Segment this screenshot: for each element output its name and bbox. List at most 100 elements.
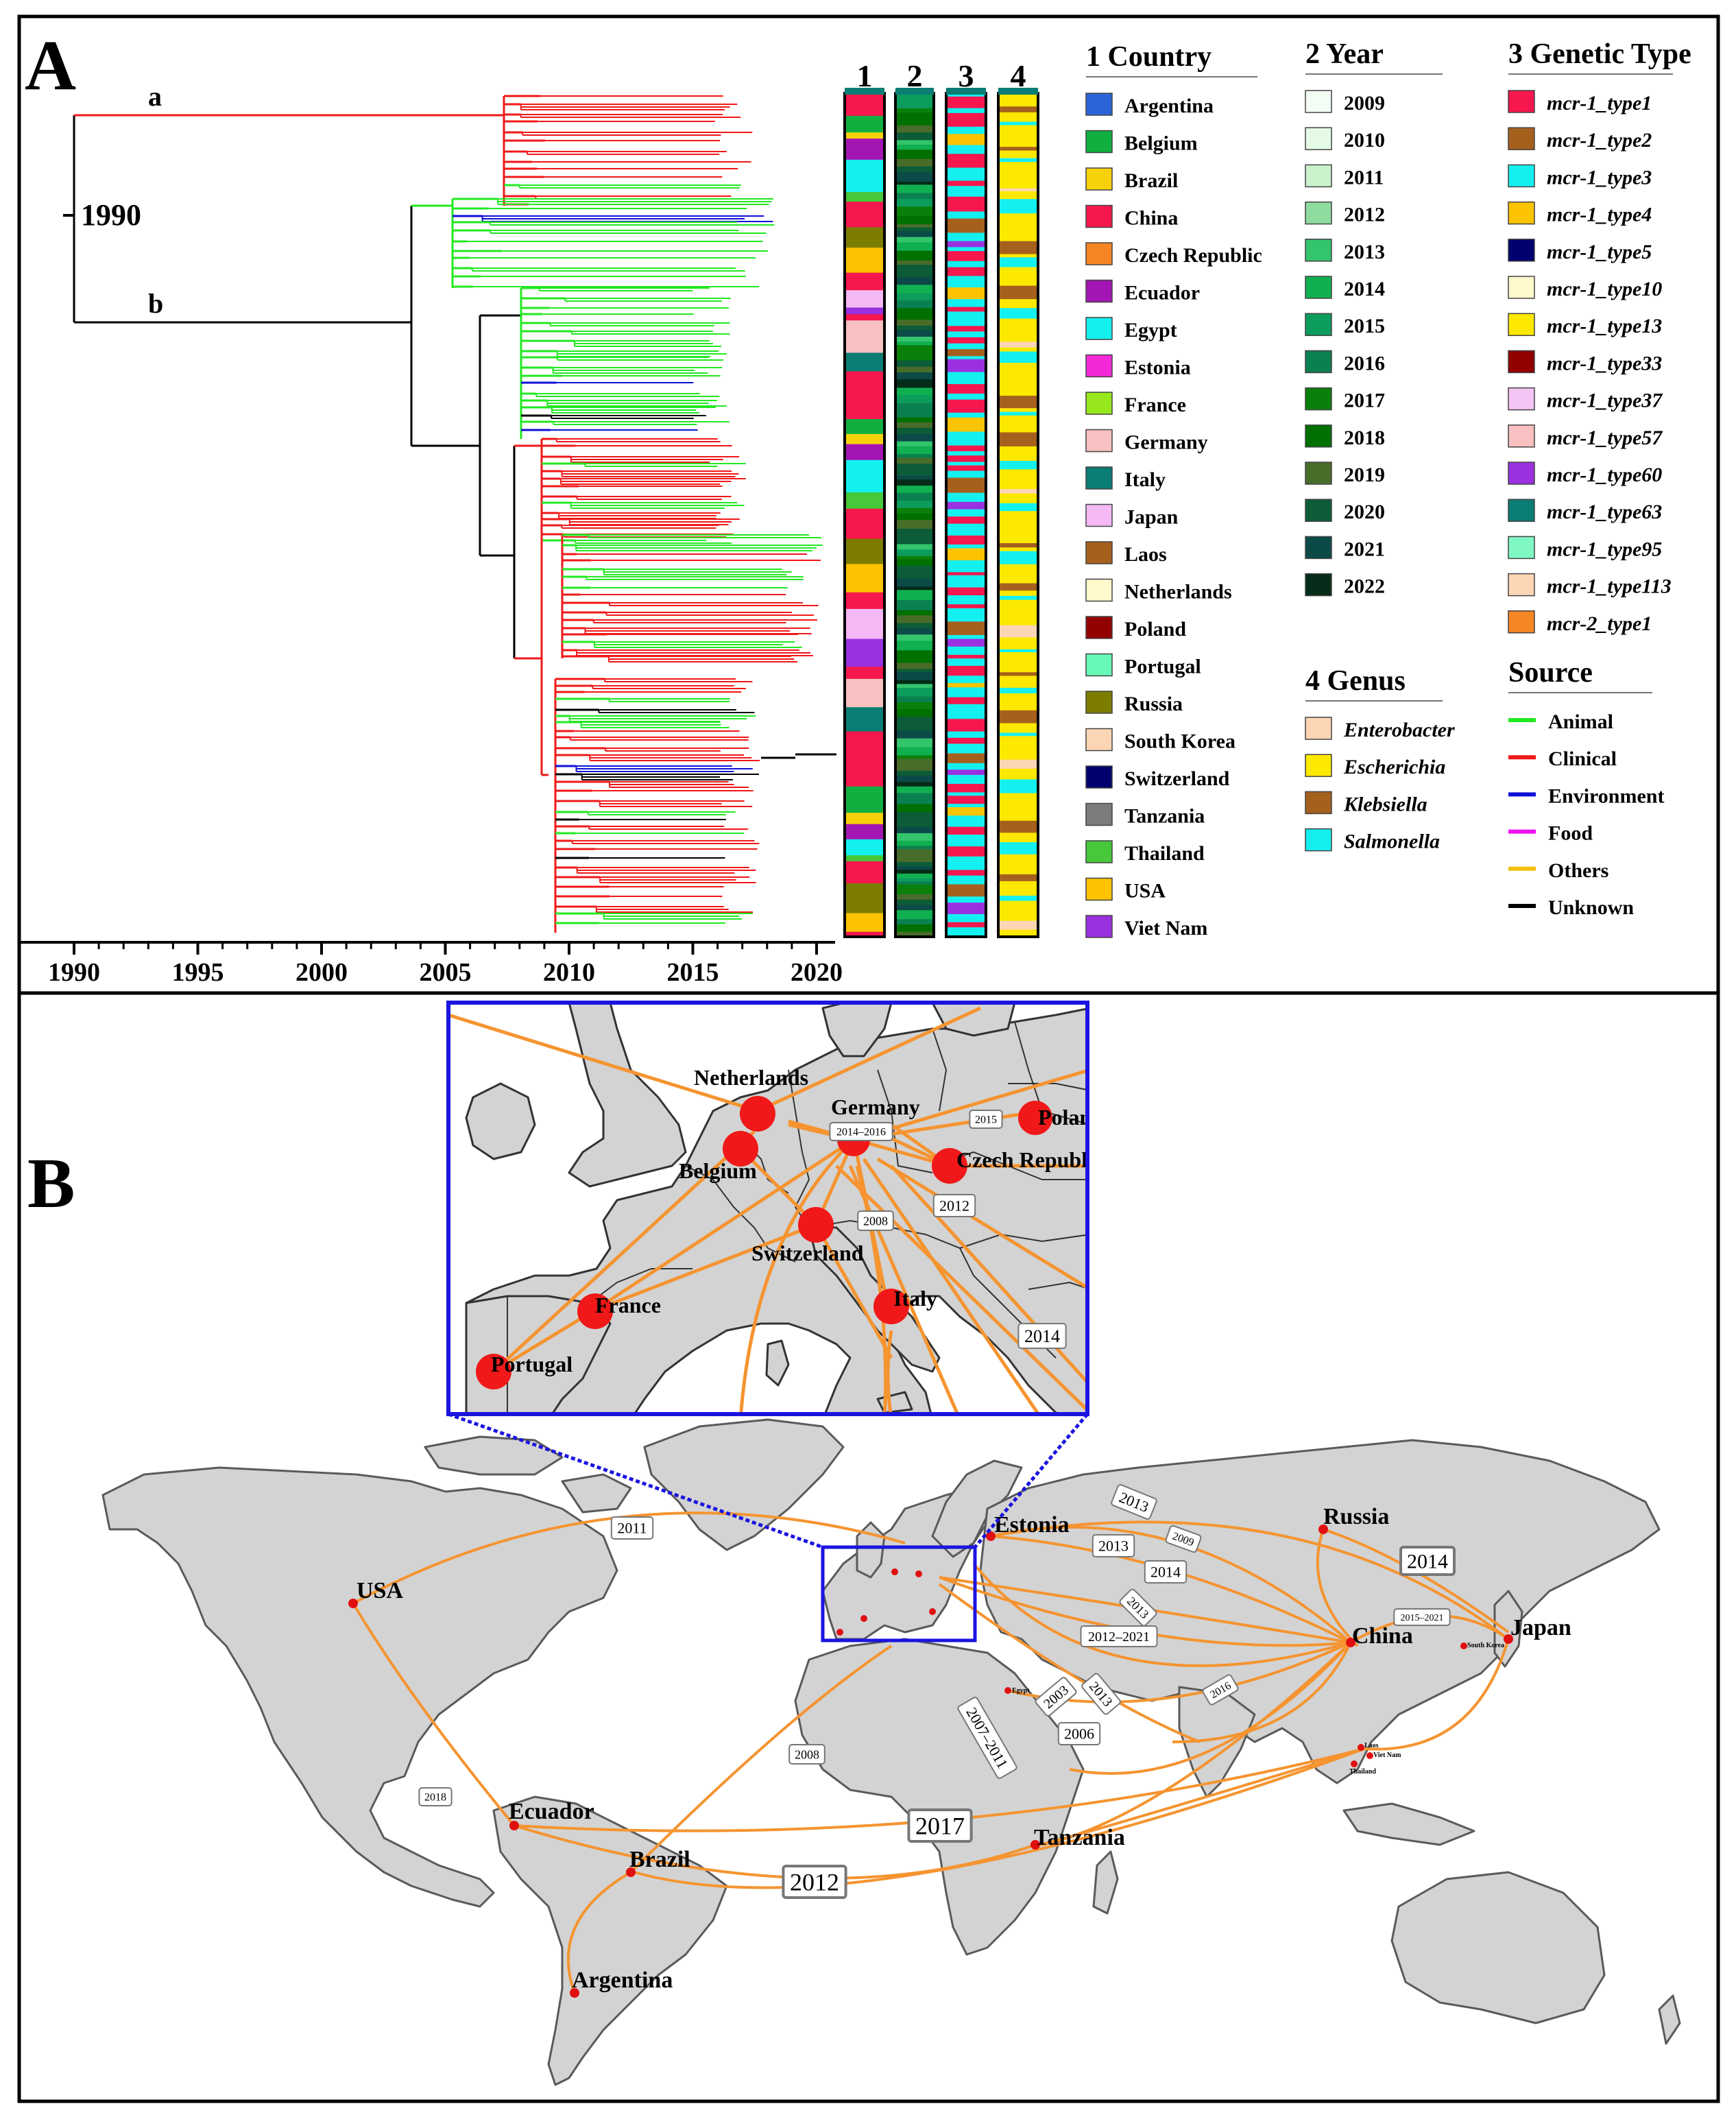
strip-cell — [946, 535, 986, 545]
strip-cell — [845, 839, 884, 856]
arctic-islands-east — [561, 1473, 632, 1514]
strip-cell — [895, 610, 934, 616]
legend-label: mcr-1_type5 — [1547, 241, 1652, 263]
strip-cell — [946, 337, 986, 344]
inset-belgium-dot — [723, 1131, 758, 1167]
strip-cell — [946, 445, 986, 452]
strip-cell — [895, 520, 934, 529]
netherlands-dot — [891, 1568, 898, 1575]
strip-cell — [895, 513, 934, 521]
strip-cell — [998, 732, 1038, 737]
inset-netherlands-dot — [740, 1096, 775, 1132]
strip-cell — [845, 290, 884, 308]
france-dot — [860, 1615, 867, 1622]
year-route-label: 2006 — [1057, 1722, 1101, 1745]
legend-label: France — [1124, 394, 1186, 416]
legend-swatch — [1508, 425, 1535, 448]
strip-cell — [998, 652, 1038, 660]
strip-cell — [998, 125, 1038, 140]
legend-swatch — [1085, 279, 1113, 303]
strip-cell — [998, 121, 1038, 126]
strip-cell — [998, 376, 1038, 388]
strip-cell — [895, 723, 934, 732]
strip-cell — [895, 108, 934, 113]
strip-cell — [895, 276, 934, 285]
strip-cell — [998, 525, 1038, 529]
strip-cell — [946, 211, 986, 219]
strip-cell — [998, 213, 1038, 223]
strip-cell — [998, 568, 1038, 584]
strip-cell — [946, 331, 986, 338]
year-route-label: 2013 — [1092, 1534, 1135, 1557]
strip-cell — [946, 372, 986, 385]
legend-swatch — [1508, 610, 1535, 634]
legend-label: 2021 — [1344, 538, 1385, 560]
strip-cell — [895, 827, 934, 834]
strip-cell — [895, 809, 934, 813]
legend-swatch — [1305, 462, 1332, 485]
strip-cell — [946, 834, 986, 847]
legend-label: Germany — [1124, 431, 1208, 454]
strip-cell — [998, 222, 1038, 230]
strip-cell — [895, 260, 934, 265]
strip-cell — [895, 870, 934, 874]
legend-swatch — [1508, 239, 1535, 262]
legend-label: Tanzania — [1124, 805, 1205, 828]
japan-dot — [1504, 1634, 1513, 1644]
strip-cell — [895, 849, 934, 857]
legend-swatch — [1085, 429, 1113, 453]
strip-cell — [946, 196, 986, 212]
greenland-landmass — [643, 1418, 845, 1551]
strip-cell — [895, 595, 934, 601]
label-ecuador: Ecuador — [509, 1799, 594, 1824]
year-label-box — [1081, 1673, 1121, 1715]
legend-swatch — [1305, 754, 1332, 777]
strip-cell — [895, 379, 934, 388]
year-label-box — [1144, 1560, 1188, 1584]
strip-cell — [895, 325, 934, 331]
strip-cell — [895, 473, 934, 477]
strip-cell — [895, 755, 934, 759]
strip-cell — [998, 913, 1038, 922]
strip-cell — [845, 159, 884, 193]
strip-cell — [845, 314, 884, 321]
strip-label: 4 — [1011, 58, 1026, 93]
strip-cell — [946, 913, 986, 923]
strip-cell — [998, 387, 1038, 396]
egypt-dot — [1004, 1687, 1011, 1694]
strip-cell — [895, 193, 934, 200]
strip-cell — [895, 441, 934, 447]
year-label-text: 2012 — [790, 1869, 839, 1896]
legend-label: mcr-1_type33 — [1547, 352, 1662, 374]
year-label-text: 2008 — [795, 1747, 819, 1761]
legend-swatch — [1085, 653, 1113, 677]
strip-cell — [895, 403, 934, 409]
strip-cell — [845, 202, 884, 228]
strip-cell — [895, 206, 934, 217]
year-label-text: 2015 — [975, 1114, 997, 1126]
legend-label: Thailand — [1124, 842, 1205, 865]
strip-cell — [895, 372, 934, 380]
inset-czech-dot — [932, 1148, 967, 1184]
label-argentina: Argentina — [572, 1968, 673, 1993]
legend-label: 2019 — [1344, 464, 1385, 486]
legend-swatch — [1305, 499, 1332, 522]
italy-dot — [929, 1608, 936, 1615]
world-country-dots — [348, 1525, 1513, 1998]
year-route-label: 2009 — [1165, 1525, 1202, 1553]
panel-a: A 1990 a b 1990 1995 2000 2005 2010 2015 2020 … — [17, 14, 1720, 995]
strip-header-bar — [946, 88, 986, 95]
legend-label: Poland — [1124, 618, 1186, 641]
strip-cell — [895, 227, 934, 232]
strip-cell — [895, 857, 934, 863]
strip-cell — [946, 792, 986, 796]
legend-label: 2018 — [1344, 427, 1385, 449]
strip-cell — [946, 826, 986, 835]
legend-swatch — [1085, 877, 1113, 901]
year-label-box — [610, 1516, 654, 1540]
legend--year: 2 Year 2009 2010 2011 2012 2013 2014 2015 2016 20… — [1305, 38, 1443, 598]
strip-cell — [895, 579, 934, 587]
strip-header-bar — [845, 88, 884, 95]
label-laos: Laos — [1364, 1742, 1379, 1749]
